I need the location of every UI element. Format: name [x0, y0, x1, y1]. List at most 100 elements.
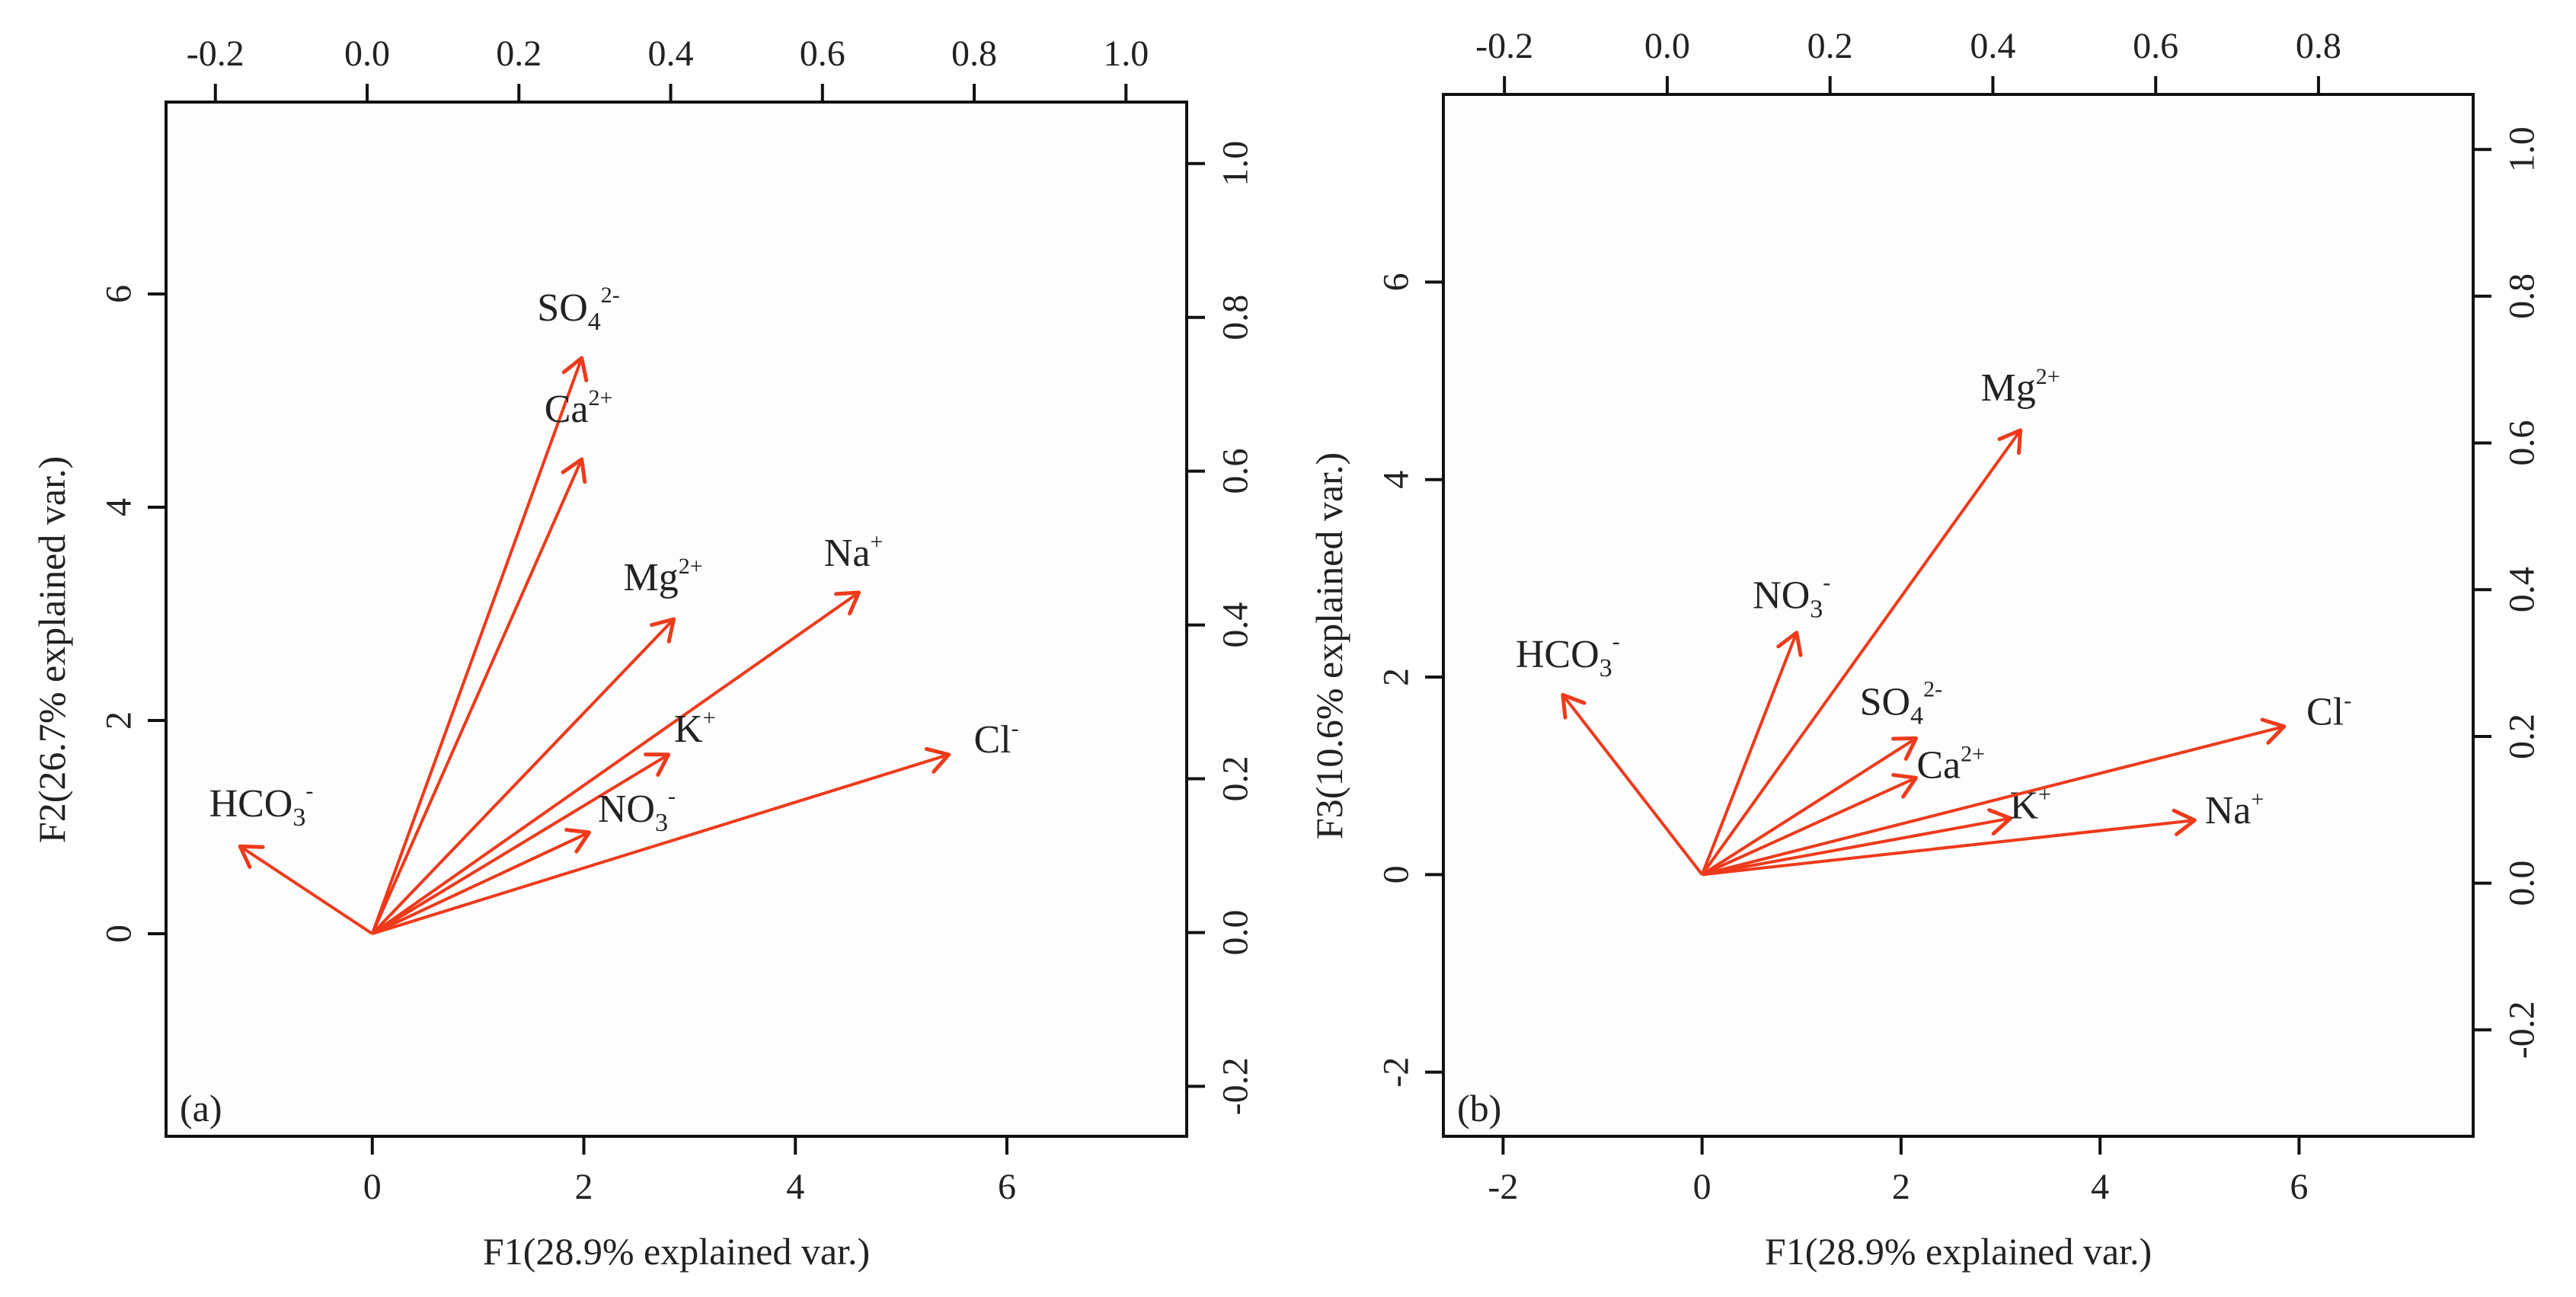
y-axis-title: F2(26.7% explained var.) — [30, 456, 73, 843]
variable-label-superscript: 2- — [601, 283, 620, 308]
x-tick-label: 2 — [1892, 1167, 1910, 1207]
loading-arrow-k: K+ — [1702, 781, 2051, 877]
variable-label-subscript: 3 — [655, 809, 668, 837]
top-tick-label: 0.0 — [1644, 26, 1690, 66]
arrow-shaft — [1701, 776, 1917, 877]
variable-label-subscript: 4 — [588, 308, 601, 336]
right-tick-label: 0.0 — [1216, 909, 1256, 955]
top-tick-label: 1.0 — [1103, 34, 1149, 74]
variable-label-superscript: - — [2344, 688, 2351, 713]
variable-label-base: NO — [1753, 573, 1810, 617]
variable-label-superscript: 2+ — [1961, 741, 1985, 766]
variable-label-base: Ca — [1916, 743, 1961, 787]
variable-label-base: Cl — [2306, 690, 2344, 733]
x-axis-title: F1(28.9% explained var.) — [1765, 1230, 2152, 1273]
variable-label: SO42- — [537, 283, 619, 336]
right-tick-label: 0.4 — [2502, 567, 2542, 612]
loading-arrow-ca: Ca2+ — [370, 385, 612, 934]
variable-label: HCO3- — [1516, 629, 1620, 682]
loading-arrow-mg: Mg2+ — [1701, 364, 2060, 876]
variable-label-subscript: 4 — [1910, 701, 1923, 730]
loading-arrow-k: K+ — [371, 705, 716, 935]
y-tick-label: 4 — [1376, 471, 1417, 489]
top-tick-label: 0.8 — [2296, 26, 2341, 66]
arrow-head — [1997, 428, 2023, 455]
variable-label-base: SO — [1860, 680, 1910, 724]
right-tick-label: -0.2 — [1216, 1057, 1256, 1115]
variable-label-base: NO — [598, 787, 655, 831]
variable-label: Na+ — [824, 529, 884, 575]
variable-label-superscript: 2+ — [588, 385, 612, 411]
arrow-shaft — [371, 753, 670, 935]
variable-label-superscript: - — [1612, 629, 1620, 654]
variable-label-superscript: - — [1823, 570, 1830, 595]
panel-label: (a) — [180, 1087, 222, 1129]
variable-label: NO3- — [598, 784, 676, 837]
arrow-head — [564, 828, 591, 854]
variable-label-superscript: + — [870, 529, 883, 554]
arrow-head — [2260, 717, 2287, 745]
x-tick-label: 4 — [2091, 1167, 2109, 1207]
loading-arrow-hco3: HCO3- — [209, 778, 373, 935]
x-tick-label: -2 — [1488, 1167, 1518, 1207]
arrow-head — [924, 746, 951, 774]
arrow-head — [1891, 773, 1918, 799]
arrow-shaft — [239, 845, 373, 935]
top-tick-label: 0.8 — [951, 34, 997, 74]
right-tick-label: 0.6 — [2502, 420, 2542, 466]
right-tick-label: -0.2 — [2502, 1001, 2542, 1059]
arrow-shaft — [371, 618, 675, 935]
variable-label-base: HCO — [1516, 633, 1600, 676]
plot-frame — [165, 101, 1188, 1138]
arrow-head — [238, 844, 265, 869]
arrow-shaft — [371, 591, 860, 935]
x-tick-label: 4 — [786, 1167, 804, 1207]
arrow-head — [1987, 808, 2013, 835]
variable-label-base: Na — [2205, 789, 2252, 832]
top-tick-label: 0.6 — [2133, 26, 2178, 66]
variable-label-superscript: 2- — [1923, 676, 1942, 701]
y-tick-label: -2 — [1376, 1057, 1417, 1088]
loading-arrow-no3: NO3- — [1700, 570, 1830, 876]
arrow-head — [561, 356, 589, 382]
variable-label-base: HCO — [209, 782, 293, 826]
loading-arrow-so4: SO42- — [370, 283, 620, 934]
variable-label-base: Ca — [545, 388, 589, 431]
variable-label: HCO3- — [209, 778, 314, 832]
variable-label: Mg2+ — [1981, 364, 2060, 410]
right-tick-label: 0.0 — [2502, 861, 2542, 906]
loading-arrow-cl: Cl- — [1702, 688, 2351, 877]
right-tick-label: 0.6 — [1216, 449, 1256, 494]
y-tick-label: 0 — [1376, 865, 1417, 883]
variable-label: K+ — [674, 705, 715, 751]
variable-label-base: Cl — [973, 718, 1011, 762]
y-tick-label: 4 — [99, 498, 139, 516]
loading-arrow-ca: Ca2+ — [1701, 741, 1985, 877]
top-tick-label: 0.4 — [648, 34, 694, 74]
y-axis-title: F3(10.6% explained var.) — [1308, 452, 1350, 839]
arrow-shaft — [1702, 819, 2195, 877]
plot-frame — [1442, 93, 2475, 1138]
variable-label-superscript: - — [668, 784, 676, 809]
loading-arrow-hco3: HCO3- — [1516, 629, 1704, 876]
variable-label: Ca2+ — [1916, 741, 1985, 787]
right-tick-label: 0.2 — [1216, 756, 1256, 802]
arrow-shaft — [370, 357, 583, 934]
arrow-head — [2172, 808, 2197, 836]
x-tick-label: 6 — [998, 1167, 1016, 1207]
top-tick-label: -0.2 — [187, 34, 244, 74]
variable-label-base: SO — [537, 286, 587, 330]
variable-label-superscript: + — [2251, 787, 2264, 812]
top-tick-label: 0.0 — [344, 34, 390, 74]
variable-label-base: Mg — [624, 556, 679, 599]
right-tick-label: 1.0 — [1216, 141, 1256, 187]
y-tick-label: 2 — [99, 711, 139, 730]
y-tick-label: 6 — [1376, 273, 1417, 291]
x-tick-label: 0 — [363, 1167, 382, 1207]
top-tick-label: 0.2 — [496, 34, 542, 74]
top-tick-label: 0.4 — [1970, 26, 2015, 66]
top-tick-label: -0.2 — [1475, 26, 1533, 66]
arrow-head — [1561, 692, 1587, 720]
